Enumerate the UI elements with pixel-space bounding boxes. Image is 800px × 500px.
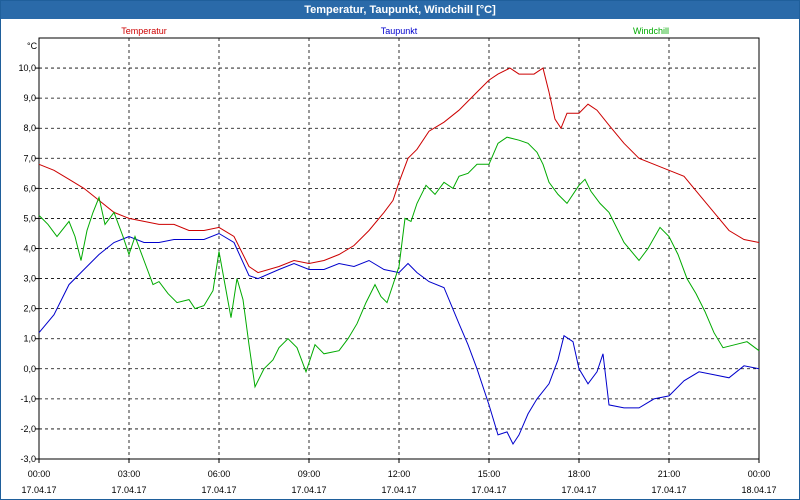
y-tick-label: 9,0 (23, 93, 36, 103)
y-tick-label: -2,0 (20, 424, 36, 434)
y-tick-label: 2,0 (23, 304, 36, 314)
x-tick-date-label: 17.04.17 (561, 485, 596, 495)
x-tick-date-label: 17.04.17 (291, 485, 326, 495)
x-tick-time-label: 09:00 (298, 469, 321, 479)
y-tick-label: 0,0 (23, 364, 36, 374)
x-tick-time-label: 18:00 (568, 469, 591, 479)
x-tick-date-label: 18.04.17 (741, 485, 776, 495)
series-line-windchill (38, 136, 760, 389)
y-tick-label: -1,0 (20, 394, 36, 404)
legend-entry-windchill: Windchill (633, 26, 669, 36)
x-tick-time-label: 15:00 (478, 469, 501, 479)
series-line-taupunkt (38, 232, 760, 446)
series-lines (38, 67, 760, 446)
x-tick-date-label: 17.04.17 (381, 485, 416, 495)
y-tick-label: 4,0 (23, 244, 36, 254)
x-tick-time-label: 12:00 (388, 469, 411, 479)
x-tick-date-label: 17.04.17 (201, 485, 236, 495)
y-tick-label: 3,0 (23, 274, 36, 284)
legend: Temperatur Taupunkt Windchill (121, 26, 669, 36)
y-tick-label: 8,0 (23, 123, 36, 133)
y-tick-label: 10,0 (18, 63, 36, 73)
x-tick-date-label: 17.04.17 (21, 485, 56, 495)
x-tick-time-label: 06:00 (208, 469, 231, 479)
x-tick-date-label: 17.04.17 (651, 485, 686, 495)
legend-entry-temperatur: Temperatur (121, 26, 167, 36)
grid-lines (35, 37, 760, 463)
y-tick-label: 7,0 (23, 153, 36, 163)
chart-title: Temperatur, Taupunkt, Windchill [°C] (1, 1, 799, 19)
y-tick-label: 5,0 (23, 213, 36, 223)
x-tick-time-label: 00:00 (28, 469, 51, 479)
legend-entry-taupunkt: Taupunkt (381, 26, 418, 36)
y-axis-tick-labels: 10,0 9,0 8,0 7,0 6,0 5,0 4,0 3,0 2,0 1,0 0,0 -1,0 -2… (18, 63, 36, 464)
x-axis-tick-labels: 00:00 17.04.17 03:00 17.04.17 06:00 17.04.17 0… (21, 469, 776, 495)
series-line-temperatur (38, 67, 760, 274)
x-tick-time-label: 21:00 (658, 469, 681, 479)
y-tick-label: 6,0 (23, 183, 36, 193)
x-tick-time-label: 00:00 (748, 469, 771, 479)
y-tick-label: 1,0 (23, 334, 36, 344)
y-axis-unit-label: °C (27, 41, 38, 51)
y-tick-label: -3,0 (20, 454, 36, 464)
x-tick-date-label: 17.04.17 (471, 485, 506, 495)
x-tick-time-label: 03:00 (118, 469, 141, 479)
x-tick-date-label: 17.04.17 (111, 485, 146, 495)
